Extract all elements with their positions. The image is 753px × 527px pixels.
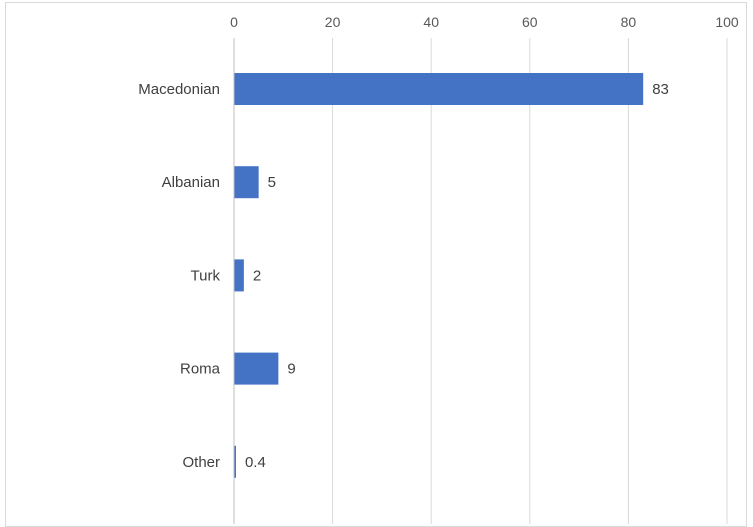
category-label-albanian: Albanian [162,174,220,191]
bar-roma [234,352,279,385]
x-axis-tick-labels: 0 20 40 60 80 100 [230,14,739,30]
x-tick-label-0: 0 [230,14,238,30]
x-tick-label-20: 20 [325,14,341,30]
x-tick-label-40: 40 [423,14,439,30]
category-labels: Macedonian Albanian Turk Roma Other [138,81,220,471]
gridlines [332,38,728,524]
bar-macedonian [234,73,644,105]
data-label-albanian: 5 [268,174,276,191]
data-label-macedonian: 83 [652,81,669,98]
bar-turk [234,259,244,292]
category-label-roma: Roma [180,361,221,378]
x-tick-label-100: 100 [715,14,739,30]
category-label-macedonian: Macedonian [138,81,220,98]
bar-albanian [234,166,259,199]
category-label-turk: Turk [191,267,221,284]
data-labels: 83 5 2 9 0.4 [245,81,669,471]
data-label-other: 0.4 [245,454,266,471]
category-label-other: Other [182,454,220,471]
x-tick-label-80: 80 [621,14,637,30]
x-tick-label-60: 60 [522,14,538,30]
data-label-roma: 9 [287,361,295,378]
bar-other [234,445,236,478]
data-label-turk: 2 [253,267,261,284]
bars [234,73,644,478]
